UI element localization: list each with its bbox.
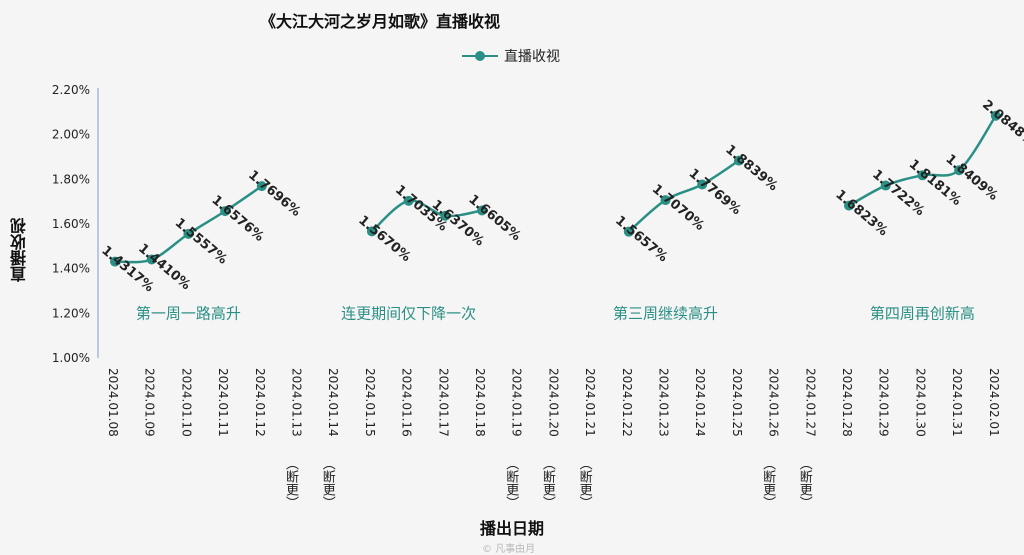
x-tick-label: 2024.01.11: [216, 368, 230, 437]
gap-note: （断更）: [283, 457, 299, 509]
y-tick-label: 1.80%: [52, 172, 90, 186]
x-tick-label: 2024.01.13: [290, 368, 304, 437]
y-tick-label: 1.40%: [52, 262, 90, 276]
gap-note: （断更）: [320, 457, 336, 509]
x-tick-label: 2024.01.30: [913, 368, 927, 437]
x-tick-label: 2024.01.12: [253, 368, 267, 437]
data-point: [440, 210, 451, 221]
x-tick-label: 2024.01.26: [767, 368, 781, 437]
annotation-text: 第四周再创新高: [870, 304, 975, 322]
x-tick-label: 2024.01.08: [106, 368, 120, 437]
x-tick-label: 2024.01.14: [326, 368, 340, 437]
gap-note: （断更）: [797, 457, 813, 509]
legend: 直播收视: [462, 46, 560, 66]
x-tick-label: 2024.01.09: [143, 368, 157, 437]
x-tick-label: 2024.01.19: [510, 368, 524, 437]
y-tick-label: 2.20%: [52, 83, 90, 97]
data-label: 2.0848%: [979, 97, 1024, 149]
x-tick-label: 2024.01.23: [657, 368, 671, 437]
data-label: 1.6576%: [209, 193, 267, 245]
data-point: [844, 200, 854, 211]
annotation-text: 第一周一路高升: [136, 304, 241, 322]
x-tick-label: 2024.01.10: [179, 368, 193, 437]
data-point: [623, 226, 634, 237]
gap-note: （断更）: [503, 457, 519, 509]
y-tick-label: 1.60%: [52, 217, 90, 231]
gap-note: （断更）: [760, 457, 776, 509]
y-tick-label: 2.00%: [52, 128, 90, 142]
legend-line-marker: [462, 50, 498, 62]
data-point: [954, 165, 965, 176]
x-tick-label: 2024.02.01: [987, 368, 1001, 437]
data-label: 1.5670%: [355, 213, 413, 265]
x-tick-label: 2024.01.22: [620, 368, 634, 437]
data-point: [917, 170, 928, 181]
annotation-text: 第三周继续高升: [613, 304, 718, 322]
data-label: 1.7696%: [245, 168, 303, 220]
data-label: 1.7769%: [686, 166, 744, 218]
x-axis-label: 播出日期: [479, 519, 544, 538]
x-tick-label: 2024.01.24: [693, 368, 707, 437]
x-tick-label: 2024.01.21: [583, 368, 597, 437]
data-point: [697, 179, 708, 190]
x-tick-label: 2024.01.31: [950, 368, 964, 437]
data-point: [256, 181, 267, 192]
series-line: [848, 115, 997, 207]
x-tick-label: 2024.01.15: [363, 368, 377, 437]
gap-note: （断更）: [540, 457, 556, 509]
data-point: [880, 180, 891, 191]
chart-title: 《大江大河之岁月如歌》直播收视: [259, 12, 500, 31]
watermark: © 凡事由月: [482, 544, 536, 555]
x-tick-label: 2024.01.17: [436, 368, 450, 437]
data-point: [220, 206, 231, 217]
data-point: [477, 205, 487, 216]
x-tick-label: 2024.01.29: [877, 368, 891, 437]
y-tick-label: 1.00%: [52, 351, 90, 365]
data-label: 1.5557%: [172, 215, 230, 267]
data-point: [733, 155, 744, 166]
x-tick-label: 2024.01.27: [803, 368, 817, 437]
series-line: [627, 159, 740, 233]
data-label: 1.6823%: [832, 187, 890, 239]
data-point: [403, 195, 414, 206]
data-point: [990, 110, 1001, 121]
data-label: 1.8839%: [722, 142, 780, 194]
x-tick-label: 2024.01.18: [473, 368, 487, 437]
data-point: [146, 254, 157, 265]
x-tick-label: 2024.01.20: [546, 368, 560, 437]
x-tick-label: 2024.01.16: [400, 368, 414, 437]
x-tick-label: 2024.01.25: [730, 368, 744, 437]
series-line: [371, 199, 483, 233]
y-tick-label: 1.20%: [52, 306, 90, 320]
data-point: [183, 228, 194, 239]
data-point: [660, 195, 671, 206]
legend-label: 直播收视: [504, 49, 560, 65]
gap-note: （断更）: [577, 457, 593, 509]
data-label: 1.7070%: [649, 182, 707, 234]
annotation-text: 连更期间仅下降一次: [341, 304, 476, 322]
x-tick-label: 2024.01.28: [840, 368, 854, 437]
data-point: [110, 256, 120, 267]
data-point: [366, 226, 377, 237]
